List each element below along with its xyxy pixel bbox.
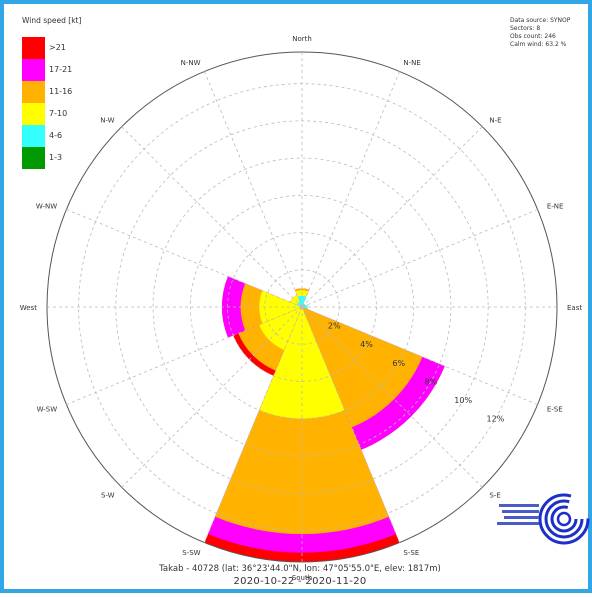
grid-spoke [301,306,400,543]
logo-icon [497,493,590,545]
wind-rose-petals [204,276,445,562]
legend-title: Wind speed [kt] [22,16,82,25]
direction-label: North [292,35,312,43]
legend-label: 17-21 [49,65,73,74]
direction-label: N-NW [181,59,201,67]
direction-label: S-W [101,491,115,499]
info-sectors: Sectors: 8 [510,25,540,32]
direction-label: E-SE [547,405,563,413]
direction-label: S-SE [403,549,419,557]
grid-spoke [66,209,303,308]
direction-label: East [567,304,582,312]
info-calm-wind: Calm wind: 63.2 % [510,41,567,48]
grid-spoke [301,306,483,488]
grid-spoke [66,306,303,405]
petal-W-7-10 [259,290,302,324]
grid-ring [189,194,415,420]
radial-tick-labels: 2% 4% 6% 8% 10% 12% [328,322,505,424]
direction-label: W-NW [36,203,57,211]
direction-label: N-W [100,117,114,125]
legend-label: 1-3 [49,153,63,162]
legend-swatch [22,125,45,147]
legend-swatch [22,81,45,103]
grid-spoke [301,126,483,308]
legend-label: >21 [49,43,66,52]
grid-ring [152,157,452,457]
grid-spoke [301,71,400,308]
info-obs-count: Obs count: 246 [510,33,556,40]
legend-swatch [22,147,45,169]
polar-grid [46,51,558,563]
direction-labels: North N-NE N-E E-NE East E-SE S-E S-SE South S-SW… [20,35,583,582]
direction-label: South [292,574,312,582]
grid-spoke [301,209,538,308]
radial-tick-label: 4% [360,340,373,349]
legend-label: 11-16 [49,87,73,96]
radial-tick-label: 10% [454,396,472,405]
date-range-caption: 2020-10-22 - 2020-11-20 [233,576,367,587]
grid-spoke [121,126,303,308]
legend-swatch [22,103,45,125]
petal-N-4-6 [297,295,307,307]
radial-tick-label: 12% [487,415,505,424]
direction-label: West [20,304,37,312]
grid-spoke [204,71,303,308]
legend-label: 7-10 [49,109,68,118]
wind-rose-chart: 2% 4% 6% 8% 10% 12% North N-NE N-E E-NE East E-SE S… [20,17,590,582]
direction-label: S-E [489,491,500,499]
direction-label: N-E [489,117,501,125]
legend-swatch [22,59,45,81]
petal-S-11-16 [215,307,389,535]
radial-tick-label: 6% [392,359,405,368]
direction-label: S-SW [182,549,200,557]
info-source: Data source: SYNOP [510,17,571,24]
grid-spoke [301,306,538,405]
grid-spoke [121,306,303,488]
radial-tick-label: 8% [425,377,438,386]
grid-spoke [204,306,303,543]
station-caption: Takab - 40728 (lat: 36°23'44.0"N, lon: 4… [159,564,441,574]
direction-label: N-NE [403,59,420,67]
legend-label: 4-6 [49,131,63,140]
direction-label: W-SW [37,405,58,413]
direction-label: E-NE [547,203,564,211]
radial-tick-label: 2% [328,322,341,331]
legend-swatch [22,37,45,59]
